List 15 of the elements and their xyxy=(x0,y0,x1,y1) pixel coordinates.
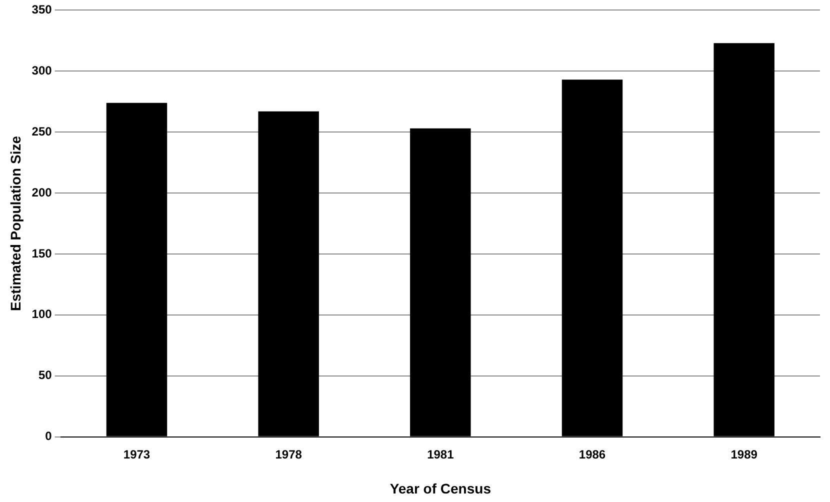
y-axis-title: Estimated Population Size xyxy=(7,136,24,312)
x-tick-label: 1986 xyxy=(578,447,606,462)
y-tick-label: 200 xyxy=(32,185,52,200)
y-tick-label: 50 xyxy=(38,368,52,382)
y-tick-label: 350 xyxy=(32,2,52,17)
y-tick-label: 250 xyxy=(32,124,52,138)
x-axis-title: Year of Census xyxy=(390,480,492,496)
y-tick-label: 0 xyxy=(45,429,52,444)
y-tick-label: 300 xyxy=(32,63,52,78)
x-tick-label: 1973 xyxy=(123,447,150,462)
y-tick-label: 100 xyxy=(32,307,52,322)
y-tick-label: 150 xyxy=(32,246,52,260)
x-tick-label: 1981 xyxy=(427,447,454,462)
x-tick-label: 1989 xyxy=(730,447,758,462)
x-tick-label: 1978 xyxy=(275,447,302,462)
